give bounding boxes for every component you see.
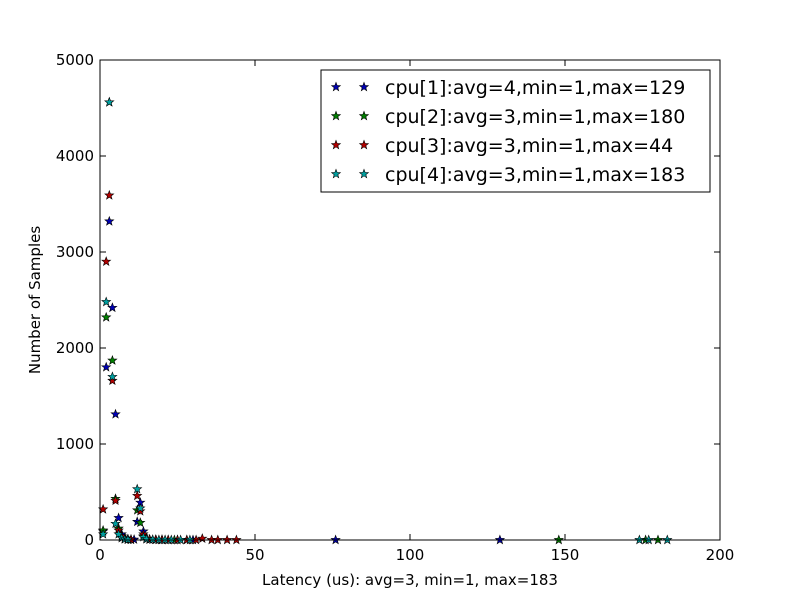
data-point xyxy=(110,408,121,419)
y-tick-label: 3000 xyxy=(56,243,94,261)
x-tick-label: 50 xyxy=(245,546,264,564)
data-point xyxy=(110,495,121,506)
legend-marker xyxy=(358,110,370,121)
data-point xyxy=(197,533,208,543)
legend-marker xyxy=(358,168,370,179)
data-point xyxy=(122,534,134,545)
data-point xyxy=(135,502,146,513)
data-point xyxy=(141,533,152,544)
data-point xyxy=(101,296,112,307)
x-tick-label: 200 xyxy=(706,546,735,564)
data-point xyxy=(101,256,112,267)
series-1-points xyxy=(97,215,506,545)
data-point xyxy=(132,490,143,501)
data-point xyxy=(104,215,115,226)
data-point xyxy=(132,483,143,494)
data-point xyxy=(643,534,654,545)
legend-label: cpu[4]:avg=3,min=1,max=183 xyxy=(385,164,685,186)
data-point xyxy=(494,534,506,545)
data-point xyxy=(107,302,118,313)
y-tick-label: 2000 xyxy=(56,339,94,357)
data-points xyxy=(97,96,673,545)
series-3-points xyxy=(97,189,242,545)
y-tick-label: 0 xyxy=(84,531,94,549)
data-point xyxy=(135,517,146,528)
data-point xyxy=(231,534,242,545)
series-4-points xyxy=(97,96,673,545)
y-tick-label: 4000 xyxy=(56,147,94,165)
data-point xyxy=(634,534,645,545)
legend-label: cpu[1]:avg=4,min=1,max=129 xyxy=(385,77,685,99)
legend: cpu[1]:avg=4,min=1,max=129 cpu[2]:avg=3,m… xyxy=(320,69,711,193)
legend-marker xyxy=(330,139,342,150)
legend-label: cpu[2]:avg=3,min=1,max=180 xyxy=(385,106,685,128)
x-tick-label: 150 xyxy=(551,546,580,564)
data-point xyxy=(184,534,196,545)
legend-marker xyxy=(330,110,342,121)
legend-marker xyxy=(358,139,370,150)
data-point xyxy=(110,518,121,529)
data-point xyxy=(104,189,115,200)
data-point xyxy=(107,375,118,386)
data-point xyxy=(330,534,341,545)
data-point xyxy=(135,505,146,516)
y-tick-label: 5000 xyxy=(56,51,94,69)
legend-marker xyxy=(330,81,342,92)
data-point xyxy=(212,534,223,545)
data-point xyxy=(107,371,118,382)
data-point xyxy=(101,311,112,322)
legend-label: cpu[3]:avg=3,min=1,max=44 xyxy=(385,135,673,157)
data-point xyxy=(113,512,124,523)
data-point xyxy=(166,534,177,545)
data-point xyxy=(221,534,233,545)
data-point xyxy=(175,534,186,545)
data-point xyxy=(113,528,124,539)
data-point xyxy=(101,361,112,372)
y-tick-label: 1000 xyxy=(56,435,94,453)
data-point xyxy=(553,534,564,545)
data-point xyxy=(104,96,115,107)
legend-item: cpu[3]:avg=3,min=1,max=44 xyxy=(330,135,673,157)
data-point xyxy=(662,534,673,545)
x-tick-label: 0 xyxy=(95,546,105,564)
legend-item: cpu[2]:avg=3,min=1,max=180 xyxy=(330,106,685,128)
x-axis-label: Latency (us): avg=3, min=1, max=183 xyxy=(262,571,558,589)
data-point xyxy=(652,534,664,545)
plot-frame xyxy=(99,59,721,541)
legend-marker xyxy=(330,168,342,179)
y-axis-label: Number of Samples xyxy=(26,226,44,374)
legend-box xyxy=(320,69,711,193)
legend-marker xyxy=(358,81,370,92)
legend-item: cpu[1]:avg=4,min=1,max=129 xyxy=(330,77,685,99)
data-point xyxy=(107,355,118,365)
legend-item: cpu[4]:avg=3,min=1,max=183 xyxy=(330,164,685,186)
x-tick-label: 100 xyxy=(396,546,425,564)
